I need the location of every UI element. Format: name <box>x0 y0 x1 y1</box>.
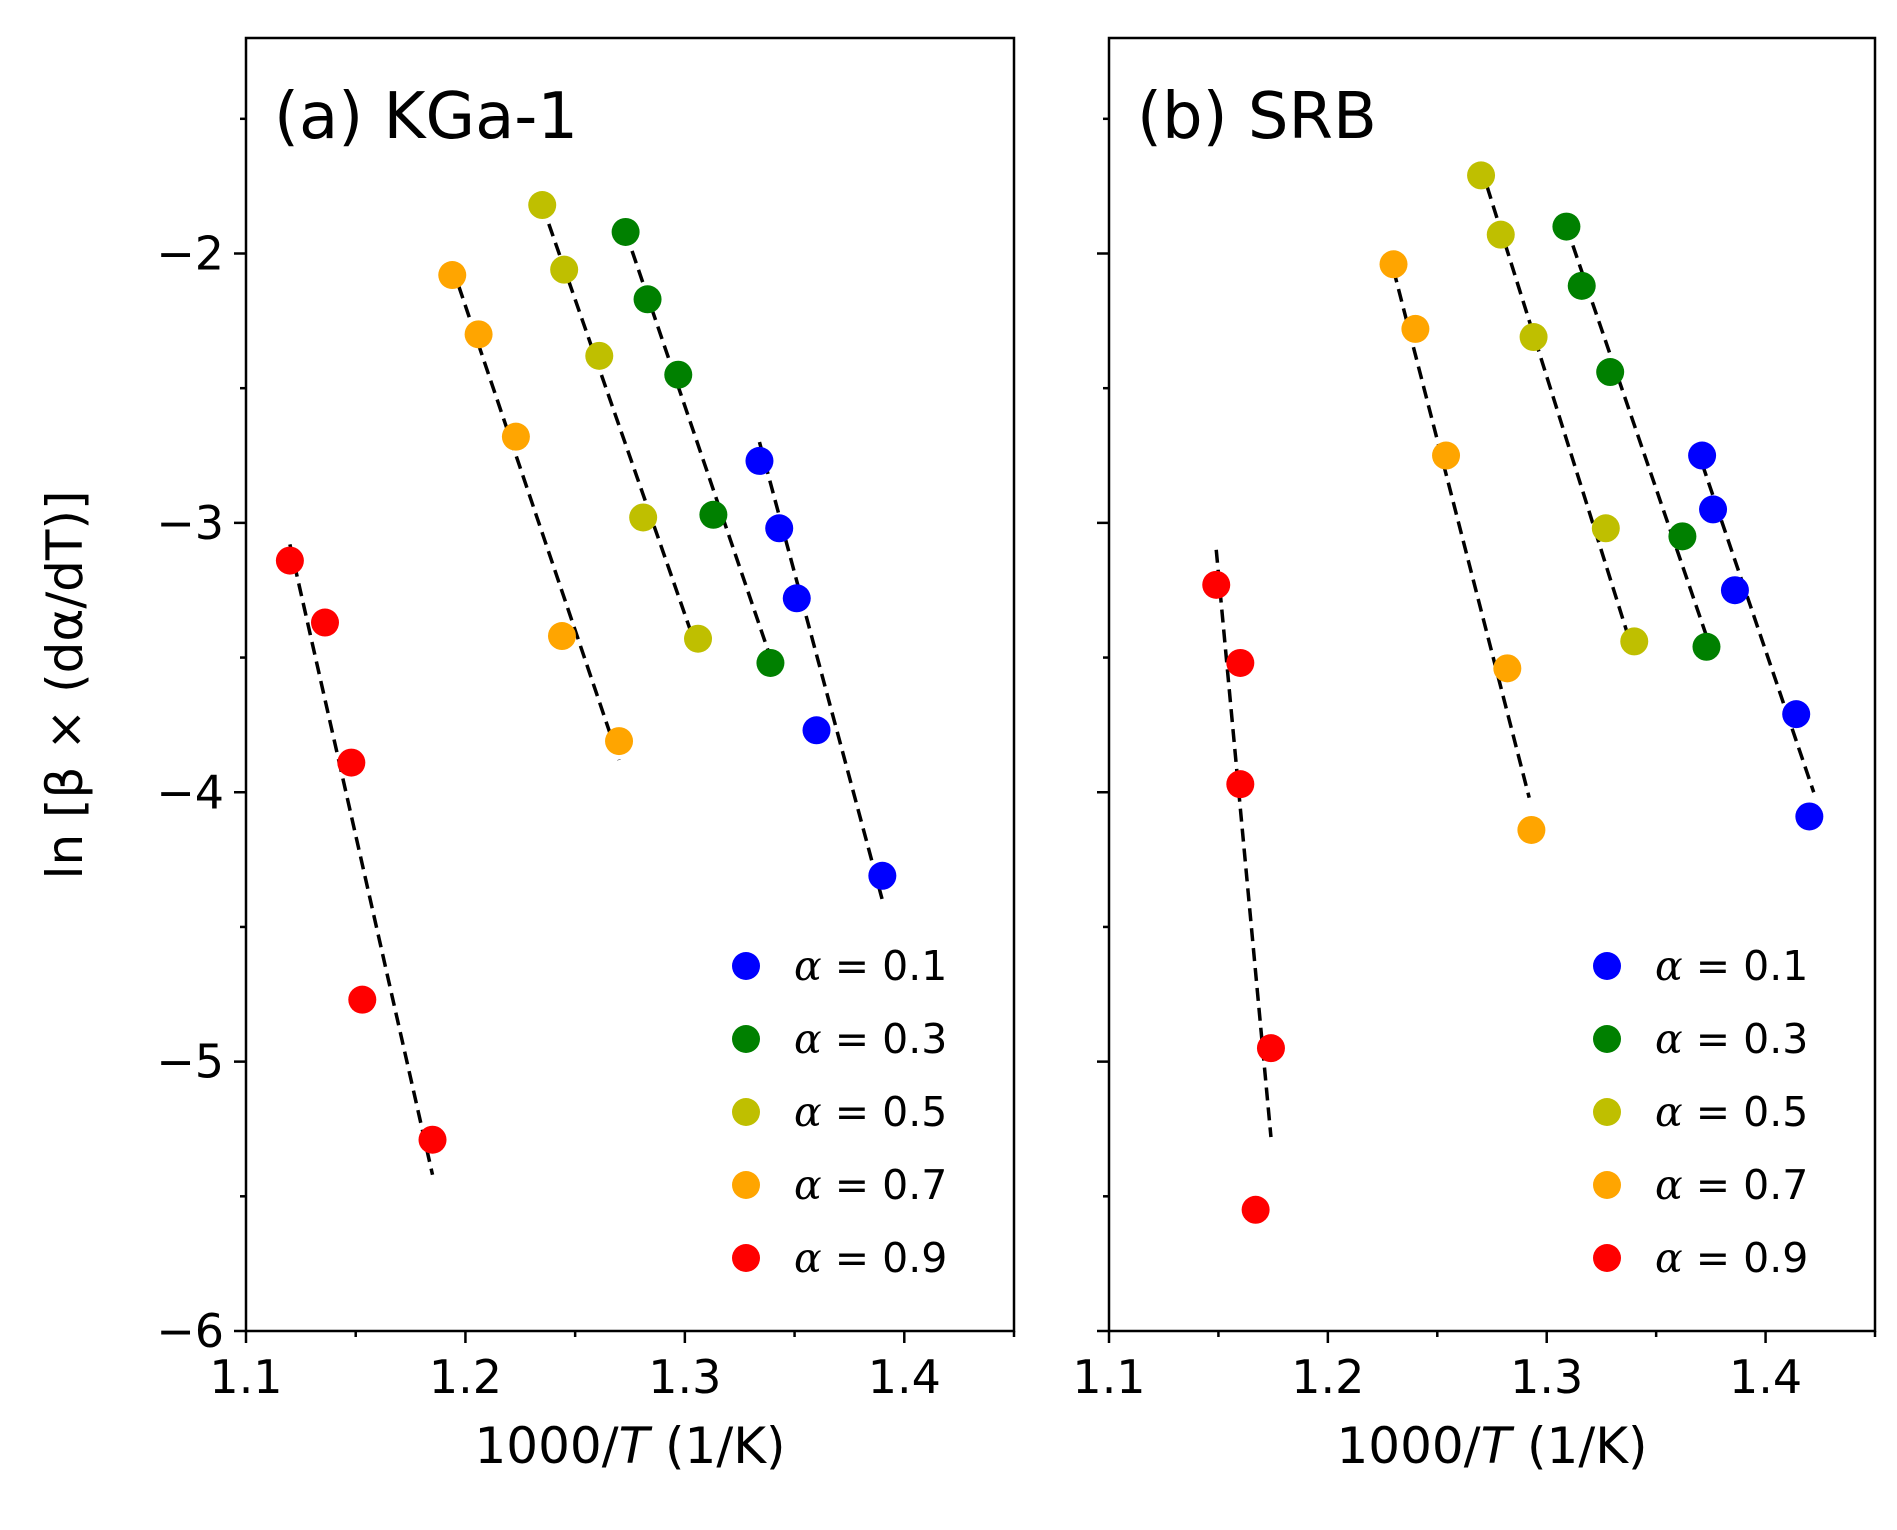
x-tick-label: 1.3 <box>648 1350 721 1404</box>
data-point <box>1782 700 1811 729</box>
legend-marker <box>1593 1171 1621 1199</box>
data-point <box>765 514 794 543</box>
data-point <box>550 255 579 284</box>
data-point <box>1591 514 1620 543</box>
data-point <box>547 622 576 651</box>
legend-marker <box>732 1025 760 1053</box>
data-point <box>1256 1034 1285 1063</box>
fit-line <box>1700 463 1816 793</box>
panel-a: 1.1 1.2 1.3 1.4 −6 −5 −4 −3 −2 1000/T (1/K) (a) KG… <box>156 36 1016 1475</box>
legend-marker <box>1593 952 1621 980</box>
y-tick-label: −6 <box>156 1304 224 1358</box>
data-point <box>782 584 811 613</box>
data-point <box>528 191 557 220</box>
data-point <box>745 446 774 475</box>
data-point <box>605 727 634 756</box>
data-point <box>275 546 304 575</box>
data-point <box>464 320 493 349</box>
data-point <box>1699 495 1728 524</box>
fit-line <box>1391 269 1531 799</box>
fit-line <box>623 231 773 659</box>
x-axis-label: 1000/T (1/K) <box>475 1417 786 1475</box>
data-point <box>868 861 897 890</box>
y-tick-label: −4 <box>156 765 224 819</box>
y-axis-label: ln [β × (dα/dT)] <box>36 491 94 880</box>
data-point <box>337 748 366 777</box>
data-point <box>1226 770 1255 799</box>
data-point <box>1517 815 1546 844</box>
data-point <box>802 716 831 745</box>
data-point <box>418 1125 447 1154</box>
x-tick-label: 1.1 <box>209 1350 282 1404</box>
legend-entry: α = 0.1 <box>794 942 947 990</box>
legend-entry: α = 0.9 <box>1655 1234 1808 1282</box>
data-point <box>756 648 785 677</box>
legend-entry: α = 0.3 <box>794 1015 947 1063</box>
data-point <box>1379 250 1408 279</box>
legend-marker <box>732 1098 760 1126</box>
data-point <box>633 285 662 314</box>
panel-title: (b) SRB <box>1137 80 1377 154</box>
legend-marker <box>1593 1025 1621 1053</box>
x-axis-label: 1000/T (1/K) <box>1337 1417 1648 1475</box>
data-point <box>1692 632 1721 661</box>
legend-marker <box>1593 1098 1621 1126</box>
x-tick-label: 1.4 <box>868 1350 941 1404</box>
data-point <box>1401 314 1430 343</box>
data-point <box>585 341 614 370</box>
data-point <box>1596 358 1625 387</box>
data-point <box>629 503 658 532</box>
data-point <box>684 624 713 653</box>
data-point <box>1202 570 1231 599</box>
data-point <box>1720 576 1749 605</box>
plot-frame <box>244 36 1016 1333</box>
legend-entry: α = 0.1 <box>1655 942 1808 990</box>
data-point <box>611 217 640 246</box>
data-point <box>1241 1195 1270 1224</box>
data-point <box>1467 161 1496 190</box>
legend-marker <box>1593 1244 1621 1272</box>
x-tick-label: 1.1 <box>1072 1350 1145 1404</box>
legend-entry: α = 0.9 <box>794 1234 947 1282</box>
data-point <box>438 261 467 290</box>
legend-entry: α = 0.5 <box>794 1088 947 1136</box>
data-point <box>664 360 693 389</box>
data-point <box>1552 212 1581 241</box>
legend-entry: α = 0.3 <box>1655 1015 1808 1063</box>
y-tick-label: −3 <box>156 496 224 550</box>
y-tick-label: −2 <box>156 227 224 281</box>
x-tick-label: 1.4 <box>1729 1350 1802 1404</box>
plot-frame <box>1107 36 1877 1333</box>
data-point <box>310 608 339 637</box>
panel-b: 1.1 1.2 1.3 1.4 1000/T (1/K) (b) SRB α = 0.1 α … <box>1072 36 1877 1475</box>
x-tick-label: 1.3 <box>1510 1350 1583 1404</box>
data-point <box>1493 654 1522 683</box>
data-point <box>699 500 728 529</box>
x-tick-label: 1.2 <box>1291 1350 1364 1404</box>
fit-line <box>288 544 435 1176</box>
legend-entry: α = 0.7 <box>1655 1161 1808 1209</box>
data-point <box>1226 648 1255 677</box>
legend-entry: α = 0.7 <box>794 1161 947 1209</box>
data-point <box>348 985 377 1014</box>
data-point <box>1668 522 1697 551</box>
legend-marker <box>732 1171 760 1199</box>
fit-line <box>450 266 621 761</box>
data-point <box>1519 323 1548 352</box>
x-tick-label: 1.2 <box>429 1350 502 1404</box>
legend-entry: α = 0.5 <box>1655 1088 1808 1136</box>
data-point <box>1432 441 1461 470</box>
panel-title: (a) KGa-1 <box>274 80 578 154</box>
y-tick-label: −5 <box>156 1035 224 1089</box>
data-point <box>1795 802 1824 831</box>
data-point <box>1486 220 1515 249</box>
legend-marker <box>732 1244 760 1272</box>
data-point <box>1620 627 1649 656</box>
data-point <box>1688 441 1717 470</box>
legend-marker <box>732 952 760 980</box>
data-point <box>501 422 530 451</box>
data-point <box>1567 271 1596 300</box>
